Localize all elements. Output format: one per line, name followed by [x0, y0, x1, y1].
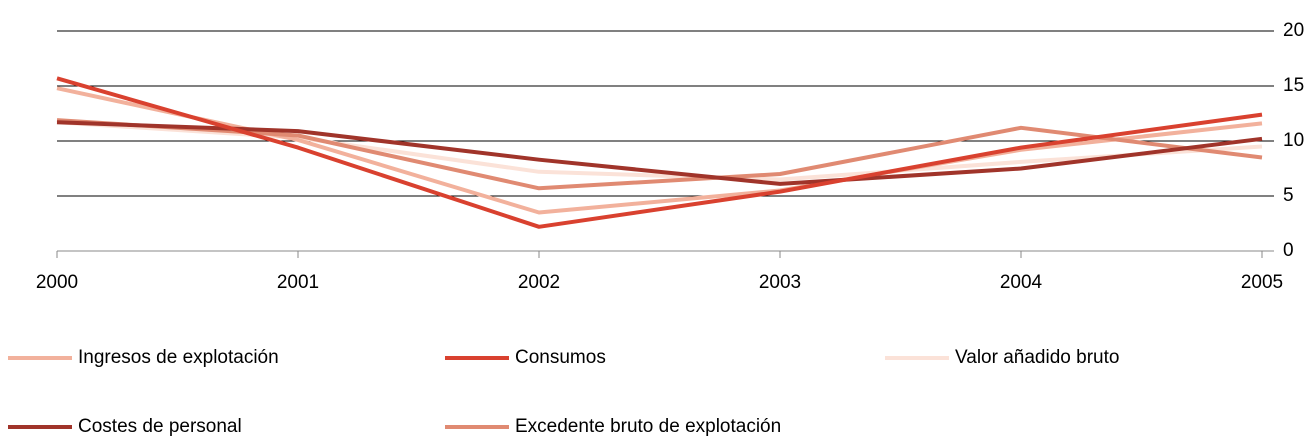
series-line — [56, 120, 1263, 186]
y-tick-label: 0 — [1283, 240, 1294, 261]
legend-label: Excedente bruto de explotación — [515, 416, 781, 437]
y-tick-label: 20 — [1283, 20, 1304, 41]
legend-label: Valor añadido bruto — [955, 347, 1119, 368]
x-tick-label: 2000 — [36, 272, 78, 293]
x-tick-label: 2003 — [759, 272, 801, 293]
x-tick-label: 2002 — [518, 272, 560, 293]
y-tick-label: 10 — [1283, 130, 1304, 151]
x-tick-label: 2004 — [1000, 272, 1043, 293]
series-line — [56, 76, 1263, 229]
series-line — [56, 86, 1263, 215]
y-tick-label: 15 — [1283, 75, 1304, 96]
legend-label: Consumos — [515, 347, 606, 368]
x-tick-label: 2005 — [1241, 272, 1283, 293]
series-line — [56, 118, 1263, 191]
x-tick-label: 2001 — [277, 272, 319, 293]
legend-label: Ingresos de explotación — [78, 347, 279, 368]
legend-label: Costes de personal — [78, 416, 242, 437]
y-tick-label: 5 — [1283, 185, 1294, 206]
